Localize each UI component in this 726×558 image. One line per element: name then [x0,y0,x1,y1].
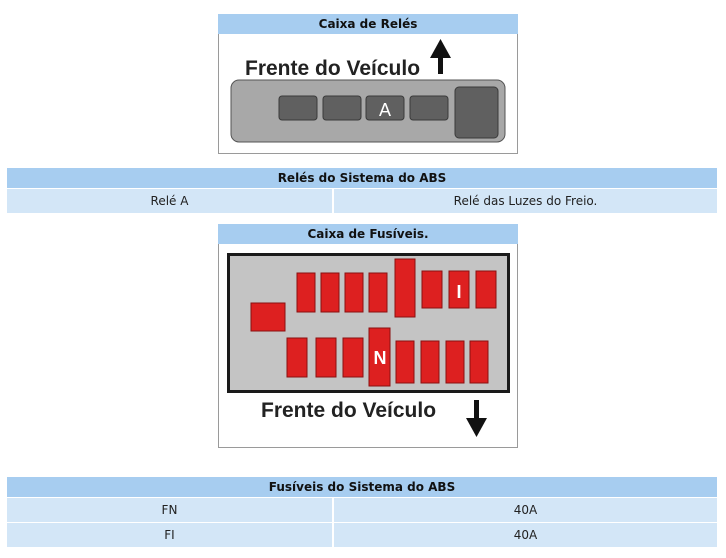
fuse-table-cell-value: 40A [334,523,717,547]
fuse [475,270,497,309]
fuse [342,337,364,378]
relay-large [454,86,499,139]
fuse-i [448,270,470,309]
relay-front-label: Frente do Veículo [245,57,420,80]
fuse-i-label: I [456,282,461,302]
arrow-up-icon [430,39,451,74]
fuse-table-cell-label: FI [7,523,332,547]
fuse [368,272,388,313]
fuse-box-title: Caixa de Fusíveis. [218,224,518,244]
relay [322,95,362,121]
fuse [286,337,308,378]
relay [278,95,318,121]
fuse-n [368,327,391,387]
relay-table-title: Relés do Sistema do ABS [7,168,717,188]
relay [409,95,449,121]
fuse [315,337,337,378]
relay-box-diagram: Frente do Veículo A [230,39,506,143]
fuse-table-cell-value: 40A [334,498,717,522]
fuse [420,340,440,384]
fuse-n-label: N [374,348,387,368]
fuse-front-label: Frente do Veículo [261,399,436,422]
relay-table-cell-value: Relé das Luzes do Freio. [334,189,717,213]
fuse-table-cell-label: FN [7,498,332,522]
fuse [296,272,316,313]
fuse [445,340,465,384]
relay-table-cell-label: Relé A [7,189,332,213]
fuse-table-title: Fusíveis do Sistema do ABS [7,477,717,497]
fuse-box-diagram: I N Frente do Veículo [227,253,510,437]
fuse [250,302,286,332]
fuse [344,272,364,313]
fuse [395,340,415,384]
relay-a [365,95,405,121]
fuse [394,258,416,318]
fuse [320,272,340,313]
relay-a-label: A [379,100,391,120]
fuse [421,270,443,309]
arrow-down-icon [466,400,487,437]
relay-box-title: Caixa de Relés [218,14,518,34]
fuse [469,340,489,384]
